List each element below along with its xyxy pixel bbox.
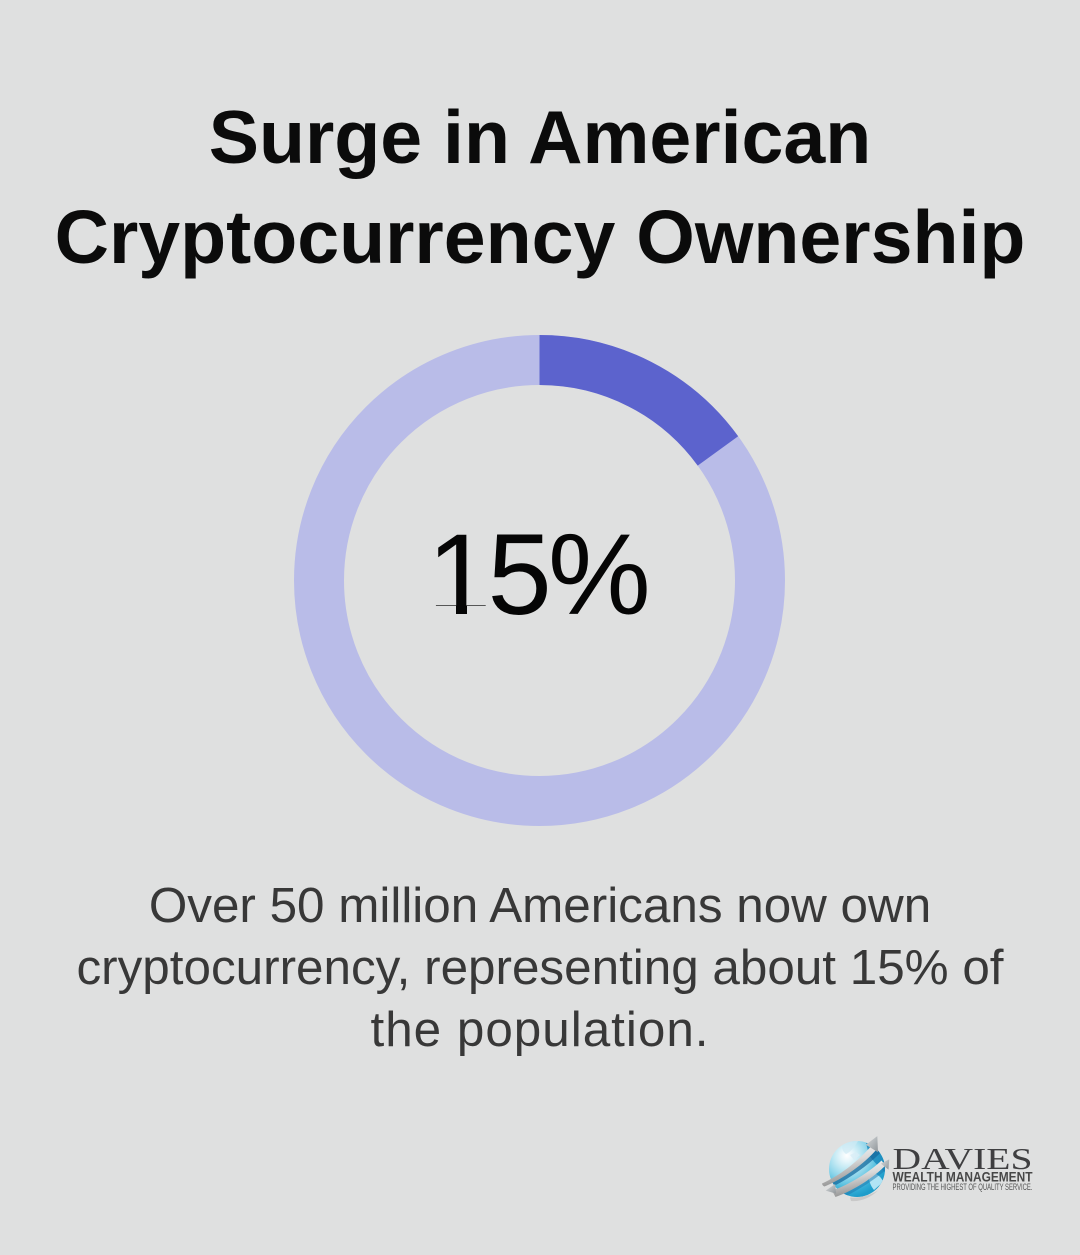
svg-text:PROVIDING THE HIGHEST OF QUALI: PROVIDING THE HIGHEST OF QUALITY SERVICE… (893, 1181, 1033, 1192)
svg-text:DAVIES: DAVIES (893, 1142, 1033, 1176)
svg-text:WEALTH MANAGEMENT: WEALTH MANAGEMENT (893, 1168, 1033, 1184)
